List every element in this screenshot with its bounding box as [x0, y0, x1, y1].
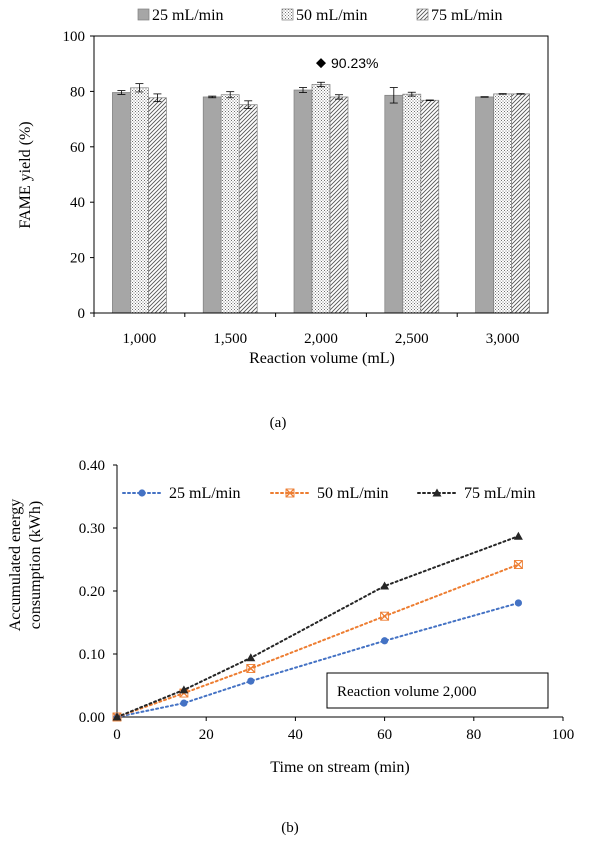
line-legend-label: 75 mL/min [464, 485, 536, 502]
panel-label-a: (a) [270, 415, 287, 431]
bar [493, 93, 512, 314]
series-marker-triangle [179, 685, 189, 694]
series-marker-circle [138, 489, 146, 497]
line-legend-label: 50 mL/min [317, 485, 389, 502]
bar-plot-frame [93, 35, 549, 314]
bar [420, 99, 440, 314]
bar-legend-label: 75 mL/min [431, 7, 503, 24]
line-x-tick-label: 80 [466, 727, 481, 743]
line-y-tick-label: 0.20 [79, 584, 105, 600]
bar-legend-swatch [137, 8, 150, 21]
bar-y-tick-label: 0 [78, 306, 86, 322]
line-legend: 25 mL/min 50 mL/min 75 mL/min [122, 485, 536, 502]
line-x-tick-labels: 0 20 40 60 80 100 [113, 727, 574, 743]
bar [384, 94, 404, 314]
bar-x-tick-labels: 1,000 1,500 2,000 2,500 3,000 [123, 331, 520, 347]
series-marker-triangle [246, 653, 256, 662]
bar-annotation: 90.23% [316, 55, 378, 71]
line-x-tick-label: 100 [552, 727, 575, 743]
bar [329, 96, 349, 314]
bar-y-tick-label: 100 [63, 29, 86, 45]
line-x-tick-label: 0 [113, 727, 121, 743]
series-marker-triangle [513, 531, 523, 540]
bar-x-tick-label: 3,000 [486, 331, 520, 347]
line-y-axis-label-line-2: consumption (kWh) [27, 501, 44, 629]
series-marker-circle [247, 677, 255, 685]
bar-x-tick-label: 1,000 [123, 331, 157, 347]
bar [220, 94, 240, 314]
bar [293, 89, 313, 314]
bar-y-tick-label: 60 [70, 140, 85, 156]
bar-x-tick-label: 1,500 [213, 331, 247, 347]
bar [511, 93, 530, 314]
bar-y-tick-label: 20 [70, 251, 85, 267]
line-x-tick-label: 20 [199, 727, 214, 743]
bar-series-group [112, 81, 530, 314]
bar-legend-swatch [281, 8, 294, 21]
line-chart-panel: 0.00 0.10 0.20 0.30 0.40 0 20 40 60 80 100 25 mL/… [7, 458, 574, 836]
line-y-axis-label-line-1: Accumulated energy [7, 499, 24, 632]
bar-legend-swatch [416, 8, 429, 21]
series-marker-x [246, 664, 256, 673]
bar [112, 92, 131, 314]
line-y-tick-label: 0.30 [79, 521, 105, 537]
series-marker-circle [514, 599, 523, 607]
bar [475, 96, 494, 314]
line-axes [113, 464, 564, 721]
bar-y-tick-label: 40 [70, 195, 85, 211]
bar-legend: 25 mL/min 50 mL/min 75 mL/min [137, 7, 503, 24]
series-marker-x [380, 611, 390, 621]
series-marker-triangle [380, 581, 390, 590]
bar [202, 96, 222, 314]
bar [148, 97, 167, 314]
line-y-tick-label: 0.00 [79, 710, 105, 726]
bar [402, 93, 422, 314]
bar-x-tick-label: 2,500 [395, 331, 429, 347]
series-marker-square [380, 611, 390, 621]
line-series [112, 531, 523, 721]
bar [130, 87, 149, 314]
line-y-tick-labels: 0.00 0.10 0.20 0.30 0.40 [79, 458, 105, 726]
bar-axes [90, 35, 549, 317]
line-x-tick-label: 40 [288, 727, 303, 743]
series-marker-x [285, 488, 295, 498]
annotation-box [326, 672, 549, 709]
line-legend-label: 25 mL/min [169, 485, 241, 502]
bar-y-tick-label: 80 [70, 84, 85, 100]
series-line [116, 602, 520, 718]
series-marker-circle [180, 699, 188, 707]
bar [238, 104, 258, 314]
line-series-group [112, 531, 523, 722]
bar-y-tick-labels: 0 20 40 60 80 100 [63, 29, 86, 322]
series-marker-triangle [112, 712, 122, 721]
bar-x-axis-label: Reaction volume (mL) [249, 350, 395, 367]
bar [311, 84, 331, 314]
bar-chart-panel: 0 20 40 60 80 100 1,000 1,500 2,000 2,500 3,000 2… [17, 7, 549, 431]
annotation-label: 90.23% [331, 55, 378, 71]
series-marker-square [513, 560, 523, 569]
line-x-tick-label: 60 [377, 727, 392, 743]
line-y-tick-label: 0.10 [79, 647, 105, 663]
bar-legend-label: 50 mL/min [296, 7, 368, 24]
series-marker-circle [381, 637, 389, 645]
bar-legend-label: 25 mL/min [152, 7, 224, 24]
annotation-box-text: Reaction volume 2,000 [337, 684, 477, 700]
bar-y-axis-label: FAME yield (%) [17, 121, 34, 228]
series-marker-square [246, 664, 256, 673]
annotation-diamond-marker [316, 58, 326, 69]
series-marker-x [513, 560, 523, 569]
line-y-tick-label: 0.40 [79, 458, 105, 474]
line-x-axis-label: Time on stream (min) [270, 759, 409, 776]
series-marker-triangle [432, 488, 442, 497]
panel-label-b: (b) [281, 820, 299, 836]
bar-x-tick-label: 2,000 [304, 331, 338, 347]
series-marker-square [285, 488, 295, 498]
